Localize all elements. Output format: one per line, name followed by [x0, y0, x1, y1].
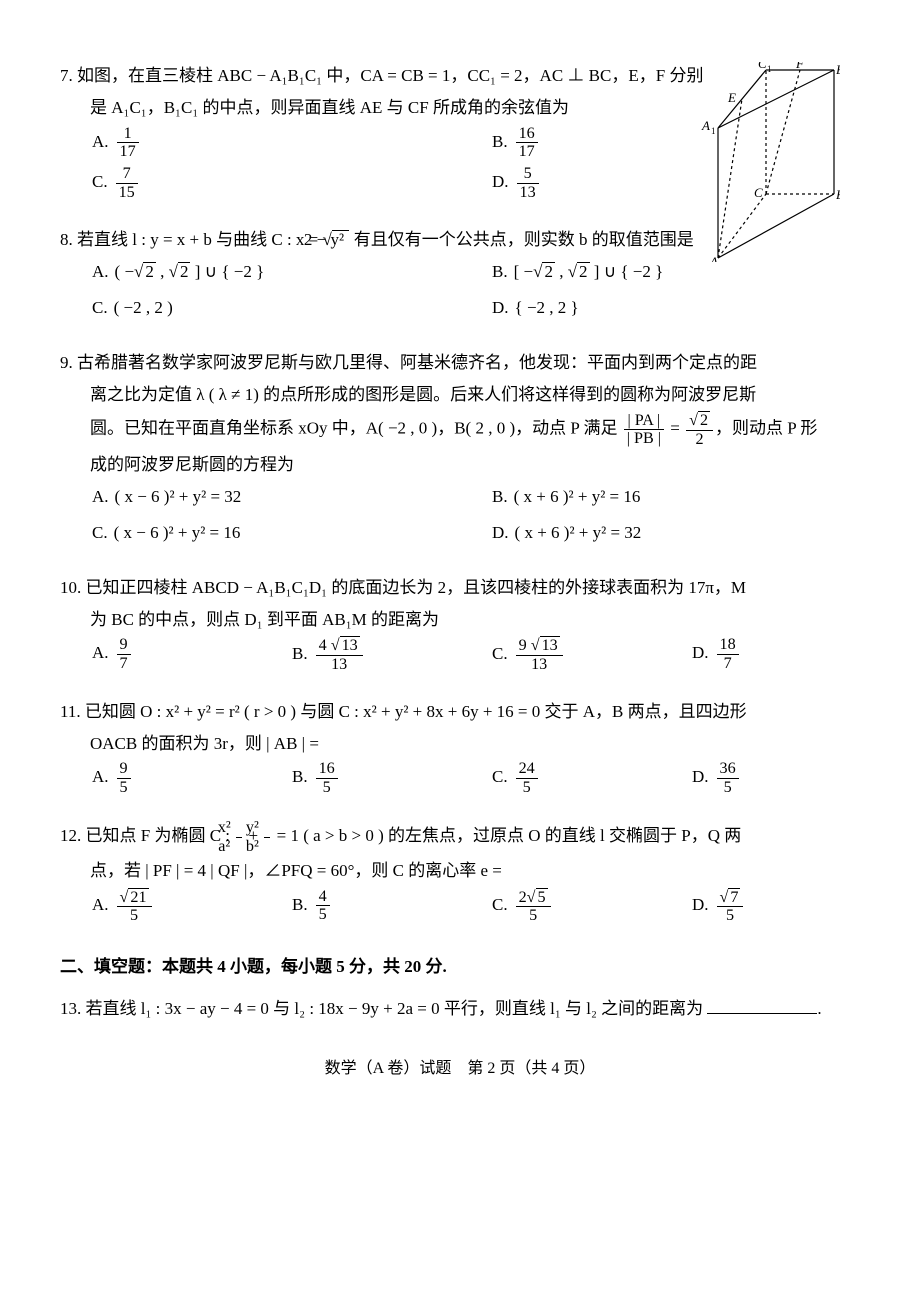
- svg-text:F: F: [795, 62, 805, 71]
- svg-text:1: 1: [767, 64, 772, 74]
- svg-text:C: C: [758, 62, 767, 71]
- q9-stem-2: 离之比为定值 λ ( λ ≠ 1) 的点所形成的图形是圆。后来人们将这样得到的圆…: [60, 379, 860, 411]
- q10-option-a: A.97: [60, 636, 260, 678]
- q11-stem-2: OACB 的面积为 3r，则 | AB | =: [60, 728, 860, 760]
- q12-options: A.215 B.45 C.255 D.75: [60, 888, 860, 930]
- question-8: 8. 若直线 l : y = x + b 与曲线 C : x = 2 − y² …: [60, 224, 860, 329]
- q11-option-a: A.95: [60, 760, 260, 801]
- q11-stem-1: 11. 已知圆 O : x² + y² = r² ( r > 0 ) 与圆 C …: [60, 696, 860, 728]
- question-9: 9. 古希腊著名数学家阿波罗尼斯与欧几里得、阿基米德齐名，他发现：平面内到两个定…: [60, 347, 860, 554]
- section-2-title: 二、填空题：本题共 4 小题，每小题 5 分，共 20 分.: [60, 951, 860, 983]
- q12-option-a: A.215: [60, 888, 260, 930]
- q10-stem-2: 为 BC 的中点，则点 D₁ 到平面 AB₁M 的距离为: [60, 604, 860, 636]
- question-13: 13. 若直线 l₁ : 3x − ay − 4 = 0 与 l₂ : 18x …: [60, 993, 860, 1025]
- q9-stem-3: 圆。已知在平面直角坐标系 xOy 中，A( −2 , 0 )，B( 2 , 0 …: [60, 411, 860, 449]
- q12-stem-1: 12. 已知点 F 为椭圆 C : x²a² + y²b² = 1 ( a > …: [60, 819, 860, 856]
- question-7: A B C A1 B1 C1 E F 7. 如图，在直三棱柱 ABC − A₁B…: [60, 60, 860, 206]
- q8-option-d: D.{ −2 , 2 }: [460, 292, 860, 328]
- q9-option-b: B.( x + 6 )² + y² = 16: [460, 481, 860, 517]
- q11-option-b: B.165: [260, 760, 460, 801]
- q8-option-a: A.( −2 , 2 ] ∪ { −2 }: [60, 256, 460, 292]
- question-12: 12. 已知点 F 为椭圆 C : x²a² + y²b² = 1 ( a > …: [60, 819, 860, 929]
- blank-fill: [707, 997, 817, 1014]
- q9-option-d: D.( x + 6 )² + y² = 32: [460, 517, 860, 553]
- q7-option-a: A.117: [60, 125, 460, 166]
- question-11: 11. 已知圆 O : x² + y² = r² ( r > 0 ) 与圆 C …: [60, 696, 860, 801]
- page-footer: 数学（A 卷）试题 第 2 页（共 4 页）: [60, 1054, 860, 1084]
- svg-text:E: E: [727, 90, 736, 105]
- q8-option-c: C.( −2 , 2 ): [60, 292, 460, 328]
- q12-option-d: D.75: [660, 888, 860, 930]
- q9-stem-4: 成的阿波罗尼斯圆的方程为: [60, 449, 860, 481]
- q9-option-c: C.( x − 6 )² + y² = 16: [60, 517, 460, 553]
- q10-option-d: D.187: [660, 636, 860, 678]
- q10-options: A.97 B.4 1313 C.9 1313 D.187: [60, 636, 860, 678]
- q11-option-c: C.245: [460, 760, 660, 801]
- q9-option-a: A.( x − 6 )² + y² = 32: [60, 481, 460, 517]
- svg-text:C: C: [754, 185, 763, 200]
- q11-options: A.95 B.165 C.245 D.365: [60, 760, 860, 801]
- q13-stem: 13. 若直线 l₁ : 3x − ay − 4 = 0 与 l₂ : 18x …: [60, 993, 860, 1025]
- q10-option-b: B.4 1313: [260, 636, 460, 678]
- svg-text:1: 1: [711, 126, 716, 136]
- q10-stem-1: 10. 已知正四棱柱 ABCD − A₁B₁C₁D₁ 的底面边长为 2，且该四棱…: [60, 572, 860, 604]
- q11-option-d: D.365: [660, 760, 860, 801]
- q12-option-c: C.255: [460, 888, 660, 930]
- q9-options: A.( x − 6 )² + y² = 32 B.( x + 6 )² + y²…: [60, 481, 860, 554]
- q8-stem: 8. 若直线 l : y = x + b 与曲线 C : x = 2 − y² …: [60, 224, 860, 256]
- q12-stem-2: 点，若 | PF | = 4 | QF |，∠PFQ = 60°，则 C 的离心…: [60, 855, 860, 887]
- svg-text:B: B: [836, 62, 840, 77]
- q8-options: A.( −2 , 2 ] ∪ { −2 } B.[ −2 , 2 ] ∪ { −…: [60, 256, 860, 329]
- q12-option-b: B.45: [260, 888, 460, 930]
- q8-option-b: B.[ −2 , 2 ] ∪ { −2 }: [460, 256, 860, 292]
- q7-option-c: C.715: [60, 165, 460, 206]
- q9-stem-1: 9. 古希腊著名数学家阿波罗尼斯与欧几里得、阿基米德齐名，他发现：平面内到两个定…: [60, 347, 860, 379]
- svg-text:A: A: [701, 118, 710, 133]
- question-10: 10. 已知正四棱柱 ABCD − A₁B₁C₁D₁ 的底面边长为 2，且该四棱…: [60, 572, 860, 678]
- svg-text:B: B: [836, 187, 840, 202]
- q10-option-c: C.9 1313: [460, 636, 660, 678]
